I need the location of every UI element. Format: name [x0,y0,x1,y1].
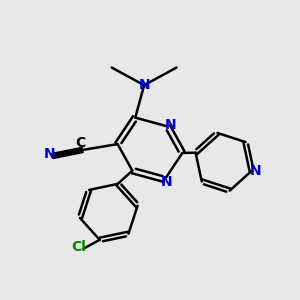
Text: C: C [76,136,86,150]
Text: Cl: Cl [72,240,86,254]
Text: N: N [165,118,176,132]
Text: N: N [44,147,56,161]
Text: N: N [250,164,262,178]
Text: N: N [160,176,172,189]
Text: N: N [138,78,150,92]
